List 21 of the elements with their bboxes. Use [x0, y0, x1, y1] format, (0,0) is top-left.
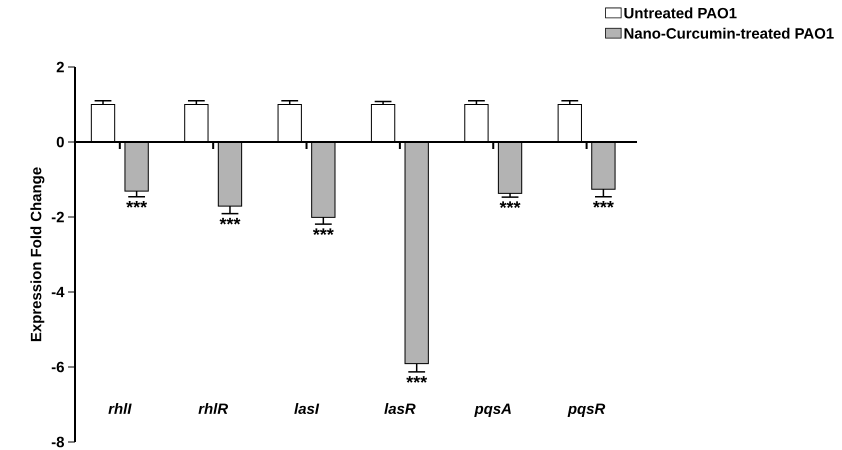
x-tick-label: rhlI: [108, 403, 132, 414]
x-tick-label: lasR: [384, 403, 416, 414]
x-tick-label: pqsA: [474, 404, 511, 417]
legend-label: Untreated PAO1: [624, 7, 737, 18]
annotation: ***: [126, 200, 148, 208]
x-tick-label: lasI: [294, 403, 320, 414]
y-tick-label: -6: [52, 362, 64, 372]
y-tick-label: -8: [52, 436, 64, 448]
annotation: ***: [500, 201, 520, 208]
legend-label: Nano-Curcumin-treated PAO1: [624, 28, 834, 39]
y-tick-label: -2: [52, 212, 64, 222]
x-tick-label: rhlR: [198, 403, 228, 414]
y-axis-title: Expression Fold Change: [30, 167, 44, 342]
y-tick-label: 2: [56, 62, 64, 72]
y-tick-label: -4: [52, 286, 64, 298]
y-tick-label: 0: [56, 136, 64, 148]
annotation: ***: [592, 200, 614, 208]
annotation: ***: [312, 228, 334, 235]
annotation: ***: [406, 376, 428, 383]
x-tick-label: pqsR: [568, 404, 606, 417]
annotation: ***: [220, 218, 240, 224]
